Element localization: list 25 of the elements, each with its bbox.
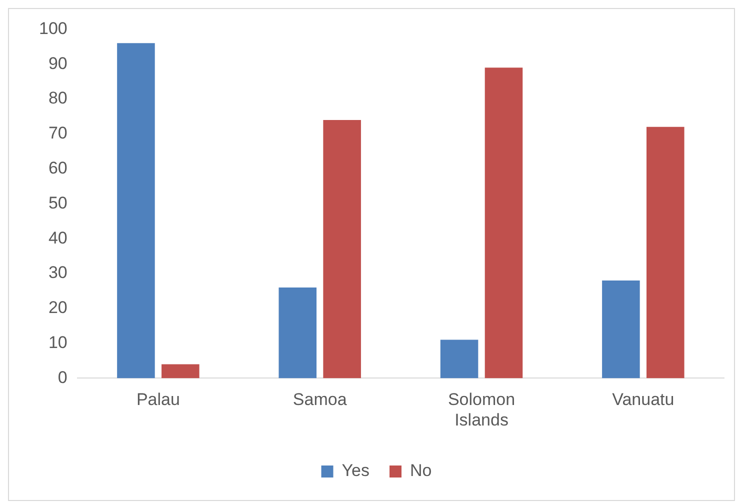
y-tick-label: 10 [48, 332, 68, 352]
y-tick-label: 70 [48, 124, 68, 143]
y-tick-label: 30 [48, 263, 68, 282]
x-tick-label: Samoa [292, 390, 348, 410]
bar [602, 280, 640, 378]
y-tick-label: 0 [58, 368, 68, 387]
legend-label: No [410, 461, 432, 480]
y-tick-label: 90 [48, 54, 68, 73]
bar [484, 68, 523, 378]
x-tick-label: Vanuatu [612, 390, 674, 410]
bar [278, 287, 317, 378]
y-tick-label: 40 [48, 228, 68, 248]
y-tick-label: 60 [48, 158, 68, 178]
y-tick-label: 20 [48, 298, 68, 318]
legend-label: Yes [342, 461, 370, 480]
y-tick-label: 50 [48, 193, 68, 212]
bar [440, 340, 478, 378]
x-tick-label: Palau [136, 390, 180, 410]
bar [117, 43, 155, 378]
y-tick-label: 80 [48, 88, 68, 108]
y-tick-label: 100 [38, 18, 68, 38]
bar [162, 364, 200, 378]
bar [646, 126, 684, 378]
x-tick-label: Solomon Islands [448, 390, 516, 430]
bar [323, 120, 361, 378]
